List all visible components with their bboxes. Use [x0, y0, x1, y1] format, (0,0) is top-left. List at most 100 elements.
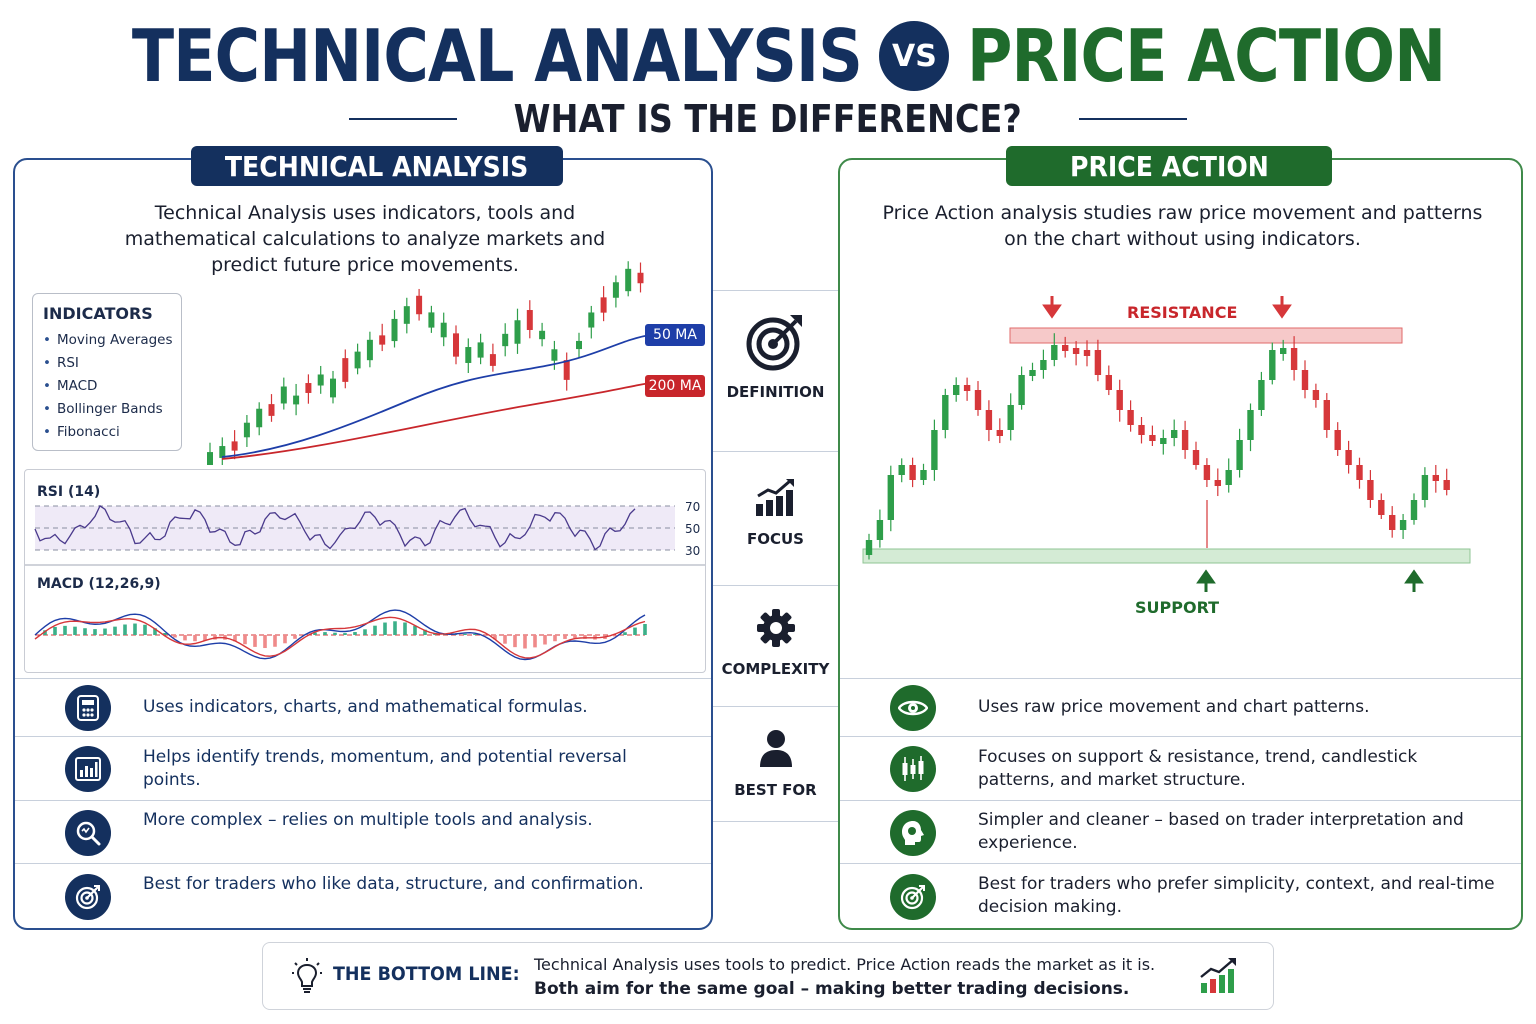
macd-histogram-bar	[143, 624, 147, 635]
ma200-line	[221, 382, 650, 460]
candle-body	[1192, 450, 1200, 465]
price-row-definition: Uses raw price movement and chart patter…	[840, 678, 1521, 736]
technical-row-text: More complex – relies on multiple tools …	[143, 810, 593, 830]
candle-body	[985, 410, 993, 430]
resistance-arrow-icon	[1272, 296, 1292, 319]
category-label: COMPLEXITY	[721, 660, 830, 678]
candle-body	[243, 422, 250, 438]
candle-body	[231, 441, 238, 451]
candle-body	[551, 349, 558, 361]
candle-body	[366, 339, 373, 361]
technical-analysis-panel: TECHNICAL ANALYSIS Technical Analysis us…	[13, 146, 713, 930]
technical-row-definition: Uses indicators, charts, and mathematica…	[15, 678, 711, 736]
macd-histogram-bar	[563, 635, 567, 639]
oscillator-chart	[34, 504, 675, 661]
macd-histogram-bar	[423, 629, 427, 635]
vs-badge: VS	[879, 21, 950, 91]
technical-row-text: Helps identify trends, momentum, and pot…	[143, 747, 627, 790]
candle-body	[207, 452, 213, 465]
macd-histogram-bar	[93, 629, 97, 635]
bar-chart-icon	[65, 746, 111, 792]
support-arrow-icon	[1404, 569, 1424, 592]
macd-histogram-bar	[263, 635, 267, 649]
price-action-chart	[862, 296, 1471, 592]
support-zone	[862, 548, 1471, 564]
calculator-icon	[65, 685, 111, 731]
rsi-label: RSI (14)	[37, 484, 101, 500]
candle-body	[1094, 350, 1102, 375]
target-icon	[890, 874, 936, 920]
indicators-title: INDICATORS	[43, 304, 153, 323]
macd-histogram-bar	[253, 635, 257, 647]
macd-histogram-bar	[523, 635, 527, 649]
macd-histogram-bar	[553, 635, 557, 642]
ma50-tag: 50 MA	[645, 324, 705, 346]
candle-body	[1127, 410, 1134, 425]
candle-body	[514, 320, 521, 344]
technical-row-complexity: More complex – relies on multiple tools …	[15, 800, 711, 863]
candle-body	[600, 297, 607, 313]
price-row-text: Best for traders who prefer simplicity, …	[978, 874, 1495, 917]
macd-histogram-bar	[43, 630, 47, 635]
head-icon	[890, 810, 936, 856]
candle-body	[1018, 375, 1025, 405]
candle-body	[1029, 370, 1036, 376]
title-price-action: PRICE ACTION	[967, 14, 1446, 98]
oscillator-divider	[25, 564, 705, 566]
macd-histogram-bar	[513, 635, 517, 648]
candle-body	[219, 446, 226, 458]
person-icon	[758, 729, 794, 773]
candle-body	[1214, 480, 1221, 486]
candle-body	[1225, 470, 1232, 485]
candle-body	[1432, 475, 1439, 481]
ma200-tag: 200 MA	[645, 375, 705, 397]
candle-body	[1389, 515, 1396, 530]
resistance-label: RESISTANCE	[1127, 303, 1238, 322]
rsi-level-70: 70	[685, 500, 701, 514]
macd-histogram-bar	[363, 629, 367, 635]
bottom-line-text-2: Both aim for the same goal – making bett…	[534, 979, 1130, 999]
candle-body	[317, 374, 324, 386]
candle-body	[1269, 350, 1276, 380]
candle-body	[1410, 500, 1418, 520]
candle-body	[489, 354, 496, 366]
macd-histogram-bar	[123, 624, 127, 635]
gear-icon	[756, 608, 796, 652]
resistance-zone	[1009, 327, 1403, 344]
candle-body	[1258, 380, 1265, 410]
support-label: SUPPORT	[1135, 598, 1220, 617]
candle-body	[342, 358, 349, 382]
category-label: DEFINITION	[726, 383, 825, 401]
title-technical-analysis: TECHNICAL ANALYSIS	[131, 14, 862, 98]
candle-body	[1051, 345, 1058, 360]
macd-histogram-bar	[163, 632, 167, 635]
subtitle: WHAT IS THE DIFFERENCE?	[0, 96, 1536, 142]
macd-histogram-bar	[473, 633, 477, 635]
macd-histogram-bar	[133, 623, 137, 635]
macd-histogram-bar	[53, 626, 57, 635]
macd-histogram-bar	[493, 635, 497, 640]
macd-histogram-bar	[323, 632, 327, 635]
macd-histogram-bar	[453, 634, 457, 635]
rsi-level-50: 50	[685, 522, 701, 536]
technical-candlestick-chart	[207, 261, 650, 465]
macd-histogram-bar	[283, 635, 287, 644]
price-row-complexity: Simpler and cleaner – based on trader in…	[840, 800, 1521, 863]
rsi-line	[34, 504, 636, 551]
candle-body	[330, 378, 336, 398]
category-focus: FOCUS	[713, 451, 838, 585]
ma50-line	[221, 334, 650, 458]
candle-body	[1116, 390, 1123, 410]
macd-histogram-bar	[343, 633, 347, 635]
candle-body	[1181, 430, 1189, 450]
candle-body	[876, 520, 884, 540]
technical-row-text: Best for traders who like data, structur…	[143, 874, 644, 894]
macd-histogram-bar	[233, 635, 237, 642]
category-best-for: BEST FOR	[713, 706, 838, 822]
subtitle-rule-left	[349, 118, 458, 120]
candle-body	[1247, 410, 1254, 440]
candle-body	[1280, 348, 1287, 354]
candle-body	[588, 312, 595, 328]
candle-body	[865, 540, 873, 555]
category-definition: DEFINITION	[713, 290, 838, 451]
